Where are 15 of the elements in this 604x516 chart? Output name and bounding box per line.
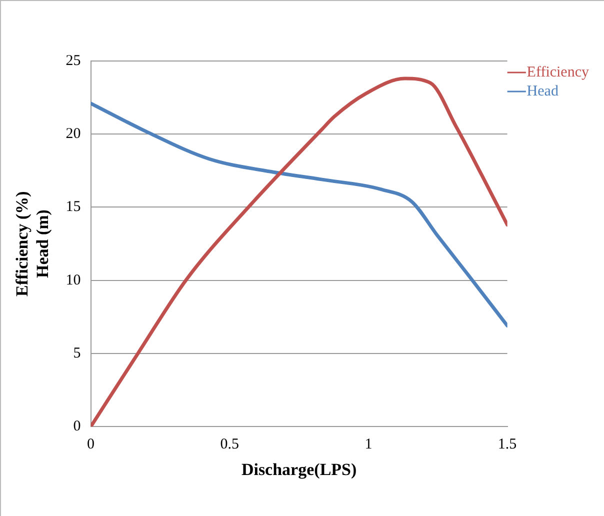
legend-label: Efficiency bbox=[526, 64, 590, 80]
y-tick-label: 0 bbox=[73, 418, 81, 435]
y-axis-title: Efficiency (%) Head (m) bbox=[12, 191, 52, 296]
y-tick-label: 5 bbox=[73, 345, 81, 362]
y-tick-label: 25 bbox=[66, 52, 81, 69]
x-tick-label: 0 bbox=[87, 436, 95, 453]
y-tick-label: 20 bbox=[66, 126, 81, 142]
y-tick-label: 15 bbox=[66, 199, 81, 216]
x-tick-label: 1 bbox=[364, 436, 372, 453]
x-axis-title: Discharge(LPS) bbox=[241, 460, 357, 480]
x-tick-label: 0.5 bbox=[220, 436, 240, 453]
y-tick-label: 10 bbox=[66, 272, 81, 288]
legend-label: Head bbox=[526, 83, 559, 100]
line-series bbox=[90, 102, 508, 328]
x-tick-label: 1.5 bbox=[498, 436, 517, 453]
